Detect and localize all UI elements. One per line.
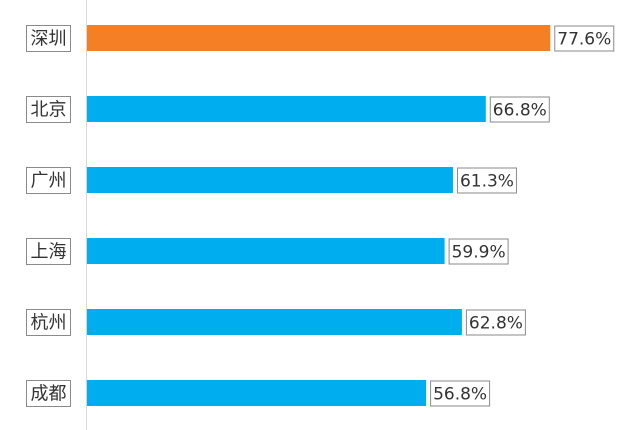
category-label: 北京 xyxy=(31,100,67,121)
value-label-box xyxy=(456,167,517,194)
category-label-box xyxy=(26,238,71,265)
bar xyxy=(87,380,427,406)
bar xyxy=(87,167,453,193)
bar xyxy=(87,96,486,122)
value-label: 66.8% xyxy=(493,101,547,121)
category-label-box xyxy=(26,167,71,194)
value-label: 62.8% xyxy=(469,314,523,334)
category-label: 上海 xyxy=(31,242,67,263)
value-label-box xyxy=(554,25,615,52)
bar xyxy=(87,309,462,335)
value-label-box xyxy=(489,96,550,123)
category-label-box xyxy=(26,309,71,336)
bar xyxy=(87,25,551,51)
category-label: 广州 xyxy=(31,171,67,192)
value-label: 77.6% xyxy=(557,30,611,50)
category-label: 深圳 xyxy=(31,29,67,50)
value-label-box xyxy=(448,238,509,265)
category-label-box xyxy=(26,25,71,52)
category-label: 成都 xyxy=(31,384,67,405)
category-label: 杭州 xyxy=(31,313,67,334)
value-label-box xyxy=(465,309,526,336)
value-label: 59.9% xyxy=(452,243,506,263)
value-label: 61.3% xyxy=(460,172,514,192)
value-label-box xyxy=(430,380,491,407)
category-label-box xyxy=(26,380,71,407)
bar xyxy=(87,238,445,264)
category-label-box xyxy=(26,96,71,123)
value-label: 56.8% xyxy=(433,385,487,405)
